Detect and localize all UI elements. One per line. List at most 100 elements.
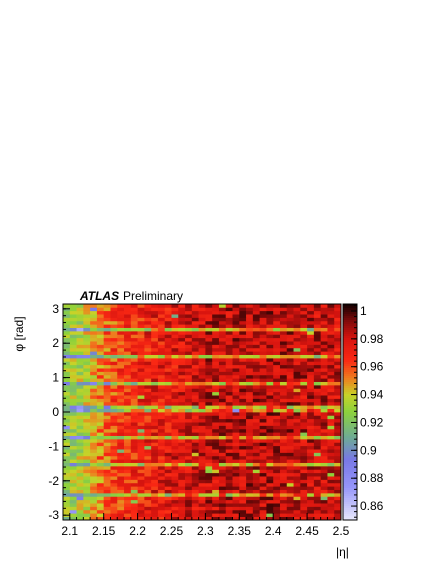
heatmap-cell bbox=[130, 455, 138, 460]
heatmap-cell bbox=[96, 317, 105, 322]
heatmap-cell bbox=[266, 472, 274, 477]
heatmap-cell bbox=[286, 466, 294, 470]
heatmap-cell bbox=[300, 472, 308, 477]
heatmap-cell bbox=[178, 489, 186, 494]
colorbar-segment bbox=[343, 366, 357, 369]
heatmap-cell bbox=[171, 479, 179, 484]
heatmap-cell bbox=[320, 351, 328, 355]
heatmap-cell bbox=[212, 472, 220, 477]
heatmap-cell bbox=[212, 358, 220, 362]
heatmap-cell bbox=[151, 314, 159, 318]
heatmap-cell bbox=[259, 337, 267, 342]
heatmap-cell bbox=[252, 422, 260, 426]
heatmap-cell bbox=[218, 455, 227, 460]
heatmap-cell bbox=[327, 459, 335, 463]
heatmap-cell bbox=[327, 486, 335, 490]
heatmap-cell bbox=[157, 334, 166, 339]
heatmap-cell bbox=[151, 341, 159, 345]
heatmap-cell bbox=[191, 347, 199, 352]
heatmap-cell bbox=[225, 455, 233, 460]
heatmap-cell bbox=[320, 320, 328, 325]
heatmap-cell bbox=[293, 459, 301, 463]
heatmap-cell bbox=[239, 439, 247, 443]
heatmap-cell bbox=[320, 314, 328, 318]
heatmap-cell bbox=[259, 347, 267, 352]
heatmap-cell bbox=[185, 509, 193, 514]
heatmap-cell bbox=[313, 499, 322, 504]
heatmap-cell bbox=[110, 398, 118, 403]
heatmap-cell bbox=[259, 455, 267, 460]
heatmap-cell bbox=[279, 317, 288, 322]
heatmap-cell bbox=[205, 493, 213, 497]
heatmap-cell bbox=[239, 401, 247, 406]
heatmap-cell bbox=[225, 499, 233, 504]
heatmap-cell bbox=[130, 354, 138, 359]
heatmap-cell bbox=[137, 334, 145, 339]
heatmap-cell bbox=[279, 314, 288, 318]
heatmap-cell bbox=[185, 385, 193, 389]
heatmap-cell bbox=[307, 401, 315, 406]
heatmap-cell bbox=[96, 344, 105, 349]
heatmap-cell bbox=[157, 388, 166, 393]
heatmap-cell bbox=[110, 432, 118, 436]
heatmap-cell bbox=[259, 442, 267, 447]
heatmap-cell bbox=[239, 472, 247, 477]
colorbar-segment bbox=[343, 394, 357, 397]
heatmap-cell bbox=[178, 513, 186, 517]
heatmap-cell bbox=[212, 422, 220, 426]
heatmap-cell bbox=[225, 435, 233, 440]
heatmap-cell bbox=[144, 509, 152, 514]
heatmap-cell bbox=[124, 503, 132, 507]
heatmap-cell bbox=[63, 374, 71, 379]
heatmap-cell bbox=[144, 422, 152, 426]
heatmap-cell bbox=[307, 324, 315, 328]
heatmap-cell bbox=[300, 422, 308, 426]
heatmap-cell bbox=[232, 401, 240, 406]
heatmap-cell bbox=[232, 374, 240, 379]
x-tick-label: 2.1 bbox=[61, 524, 78, 538]
heatmap-cell bbox=[286, 374, 294, 379]
heatmap-cell bbox=[286, 334, 294, 339]
heatmap-cell bbox=[300, 408, 308, 413]
heatmap-cell bbox=[232, 358, 240, 362]
heatmap-cell bbox=[164, 415, 172, 420]
heatmap-cell bbox=[76, 364, 84, 369]
heatmap-cell bbox=[205, 354, 213, 359]
heatmap-cell bbox=[178, 401, 186, 406]
heatmap-cell bbox=[232, 516, 240, 521]
heatmap-cell bbox=[266, 469, 274, 474]
heatmap-cell bbox=[218, 405, 227, 409]
heatmap-cell bbox=[191, 445, 199, 450]
heatmap-cell bbox=[327, 418, 335, 423]
heatmap-cell bbox=[83, 310, 91, 315]
colorbar-segment bbox=[343, 330, 357, 333]
heatmap-cell bbox=[103, 449, 111, 453]
heatmap-cell bbox=[293, 398, 301, 403]
heatmap-cell bbox=[157, 425, 166, 430]
heatmap-cell bbox=[218, 334, 227, 339]
heatmap-cell bbox=[124, 307, 132, 312]
heatmap-cell bbox=[279, 442, 288, 447]
heatmap-cell bbox=[76, 422, 84, 426]
heatmap-cell bbox=[96, 418, 105, 423]
colorbar-segment bbox=[343, 462, 357, 465]
heatmap-cell bbox=[259, 374, 267, 379]
heatmap-cell bbox=[69, 459, 77, 463]
heatmap-cell bbox=[137, 347, 145, 352]
heatmap-cell bbox=[313, 401, 322, 406]
heatmap-cell bbox=[157, 412, 166, 416]
heatmap-cell bbox=[103, 513, 111, 517]
heatmap-cell bbox=[232, 412, 240, 416]
heatmap-cell bbox=[103, 351, 111, 355]
heatmap-cell bbox=[103, 462, 111, 467]
heatmap-cell bbox=[334, 331, 342, 335]
heatmap-cell bbox=[130, 341, 138, 345]
heatmap-cell bbox=[83, 347, 91, 352]
heatmap-cell bbox=[300, 378, 308, 382]
heatmap-cell bbox=[137, 418, 145, 423]
heatmap-cell bbox=[130, 361, 138, 366]
heatmap-cell bbox=[279, 354, 288, 359]
heatmap-cell bbox=[96, 327, 105, 332]
heatmap-cell bbox=[232, 442, 240, 447]
heatmap-cell bbox=[83, 371, 91, 376]
